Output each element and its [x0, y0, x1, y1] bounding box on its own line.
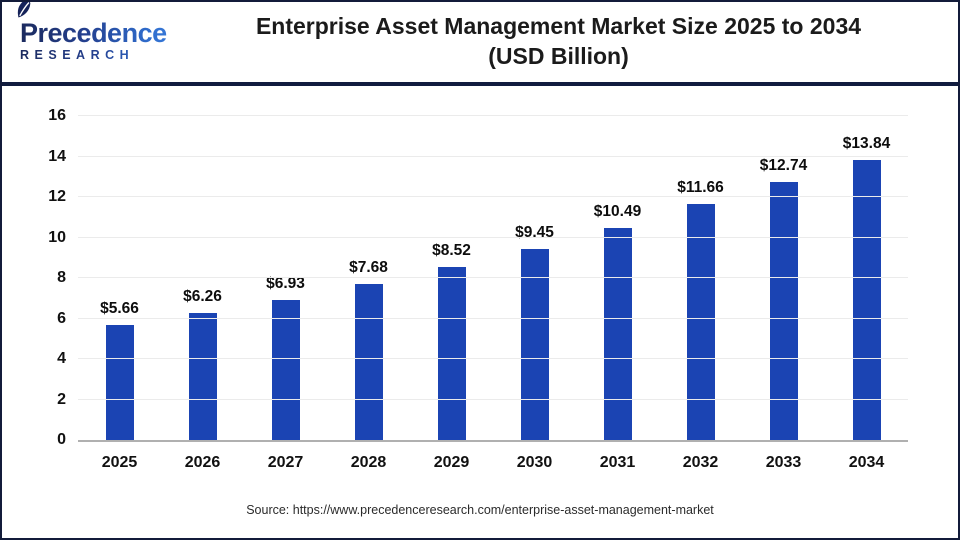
bar [188, 313, 217, 440]
bar [769, 182, 798, 440]
chart-section: 0 2 4 6 8 10 12 14 16 $5.66 $6.26 $6.93 $7.68 $8.52 $… [0, 86, 960, 472]
x-axis-label: 2033 [765, 454, 802, 471]
bar-value-label: $10.49 [593, 202, 642, 220]
y-tick-label: 14 [48, 147, 66, 165]
leaf-icon [17, 0, 31, 18]
x-axis-label: 2025 [101, 454, 138, 471]
gridline [78, 398, 908, 400]
logo-subtitle: RESEARCH [20, 48, 185, 62]
gridline [78, 115, 908, 116]
source-text: Source: https://www.precedenceresearch.c… [246, 503, 714, 517]
chart-body: 0 2 4 6 8 10 12 14 16 $5.66 $6.26 $6.93 $7.68 $8.52 $… [0, 86, 960, 448]
bar [437, 267, 466, 440]
gridline [78, 236, 908, 238]
bar [603, 227, 632, 440]
header: Precedence RESEARCH Enterprise Asset Man… [0, 0, 960, 86]
chart-title-line2: (USD Billion) [488, 43, 629, 69]
chart-title-line1: Enterprise Asset Management Market Size … [255, 13, 862, 39]
bar-column: $13.84 [825, 116, 908, 440]
x-axis-label: 2032 [682, 454, 719, 471]
bar-column: $10.49 [576, 116, 659, 440]
y-tick-label: 10 [48, 228, 66, 246]
bar-value-label: $6.26 [183, 288, 222, 306]
bar-column: $8.52 [410, 116, 493, 440]
y-tick-label: 0 [57, 431, 66, 448]
bar-value-label: $12.74 [759, 157, 808, 175]
bar [852, 159, 881, 440]
bar [354, 284, 383, 440]
x-axis-label: 2028 [350, 454, 387, 471]
gridline [78, 277, 908, 278]
bar-value-label: $5.66 [100, 300, 139, 318]
bar-column: $6.26 [161, 116, 244, 440]
x-axis-label: 2026 [184, 454, 221, 471]
bar [271, 299, 300, 440]
bar-column: $9.45 [493, 116, 576, 440]
bar [105, 325, 134, 440]
x-axis-label: 2034 [848, 454, 885, 471]
bar-column: $11.66 [659, 116, 742, 440]
x-axis-label: 2030 [516, 454, 553, 471]
gridline [78, 155, 908, 157]
logo-wordmark: Precedence [17, 0, 185, 48]
bar-value-label: $13.84 [842, 134, 891, 152]
gridline [78, 358, 908, 359]
bar-value-label: $7.68 [349, 259, 388, 277]
plot-area: $5.66 $6.26 $6.93 $7.68 $8.52 $9.45 $10.49 $11.… [78, 115, 908, 442]
y-tick-label: 8 [57, 269, 66, 286]
bar-value-label: $8.52 [432, 242, 471, 260]
y-tick-label: 6 [57, 309, 66, 327]
gridline [78, 196, 908, 197]
bar-value-label: $6.93 [266, 274, 305, 292]
x-axis-labels: 2025 2026 2027 2028 2029 2030 2031 2032 2033 2034 [78, 454, 908, 472]
bar-column: $7.68 [327, 116, 410, 440]
y-axis: 0 2 4 6 8 10 12 14 16 [18, 108, 66, 448]
logo: Precedence RESEARCH [0, 0, 185, 62]
y-tick-label: 4 [57, 350, 66, 367]
bar-value-label: $9.45 [515, 223, 554, 241]
bar [520, 248, 549, 440]
chart-title: Enterprise Asset Management Market Size … [185, 11, 960, 71]
gridline [78, 317, 908, 319]
x-axis-label: 2029 [433, 454, 470, 471]
bar [686, 203, 715, 440]
bar-column: $6.93 [244, 116, 327, 440]
x-axis-label: 2027 [267, 454, 304, 471]
bars-container: $5.66 $6.26 $6.93 $7.68 $8.52 $9.45 $10.49 $11.… [78, 116, 908, 440]
y-tick-label: 2 [57, 390, 66, 408]
bar-column: $5.66 [78, 116, 161, 440]
logo-name-text: Precedence [20, 18, 167, 48]
y-tick-label: 16 [48, 107, 66, 124]
bar-value-label: $11.66 [677, 178, 724, 196]
y-tick-label: 12 [48, 188, 66, 205]
x-axis-label: 2031 [599, 454, 636, 471]
bar-column: $12.74 [742, 116, 825, 440]
